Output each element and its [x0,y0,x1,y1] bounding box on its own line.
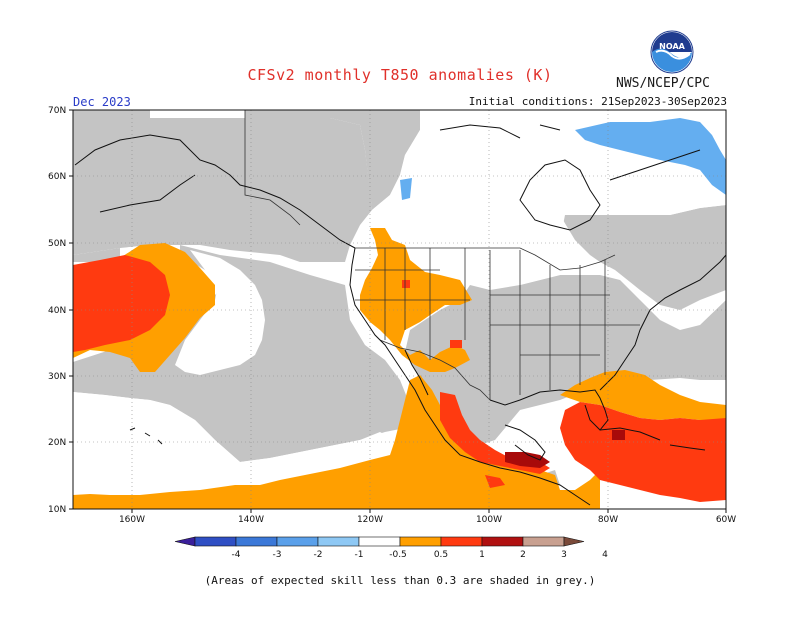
colorbar-label: -2 [314,550,323,560]
warm-anomaly-darkred [505,430,625,468]
colorbar-label: 2 [520,550,526,560]
cold-anomaly-spot [400,178,412,200]
colorbar-swatch [276,536,319,547]
lon-label: 60W [716,515,736,525]
warm-anomaly-red [73,255,726,502]
colorbar-label: 0.5 [434,550,448,560]
colorbar-swatch [358,536,401,547]
colorbar-swatch [440,536,483,547]
colorbar-label: 4 [602,550,608,560]
graticule [73,110,726,509]
lat-label: 30N [48,372,66,382]
cold-anomaly-area [575,118,726,195]
colorbar-swatch [399,536,442,547]
colorbar-label: 1 [479,550,485,560]
lat-label: 20N [48,438,66,448]
svg-text:NOAA: NOAA [659,42,685,51]
political-borders [244,110,640,401]
lat-label: 50N [48,239,66,249]
colorbar: -4 -3 -2 -1 -0.5 0.5 1 2 3 4 [174,536,608,560]
forecast-month: Dec 2023 [73,95,131,109]
lon-label: 120W [357,515,383,525]
initial-conditions: Initial conditions: 21Sep2023-30Sep2023 [468,95,727,108]
colorbar-arrow-left [174,536,196,547]
lat-label: 70N [48,106,66,116]
colorbar-swatch [194,536,237,547]
lon-label: 80W [598,515,618,525]
agency-label: NWS/NCEP/CPC [616,76,710,91]
colorbar-label: -3 [273,550,282,560]
colorbar-swatch [481,536,524,547]
colorbar-label: -4 [232,550,241,560]
lon-label: 100W [476,515,502,525]
lat-label: 40N [48,306,66,316]
colorbar-label: -1 [355,550,364,560]
colorbar-swatch [317,536,360,547]
chart-title: CFSv2 monthly T850 anomalies (K) [247,66,553,84]
skill-footnote: (Areas of expected skill less than 0.3 a… [204,574,596,587]
noaa-logo-icon: NOAA [650,30,694,74]
axis-ticks [69,109,727,513]
lon-label: 140W [238,515,264,525]
lon-label: 160W [119,515,145,525]
colorbar-label: -0.5 [389,550,407,560]
colorbar-arrow-right [563,536,585,547]
lat-label: 60N [48,172,66,182]
colorbar-swatch [235,536,278,547]
lat-label: 10N [48,505,66,515]
colorbar-label: 3 [561,550,567,560]
colorbar-swatch [522,536,565,547]
